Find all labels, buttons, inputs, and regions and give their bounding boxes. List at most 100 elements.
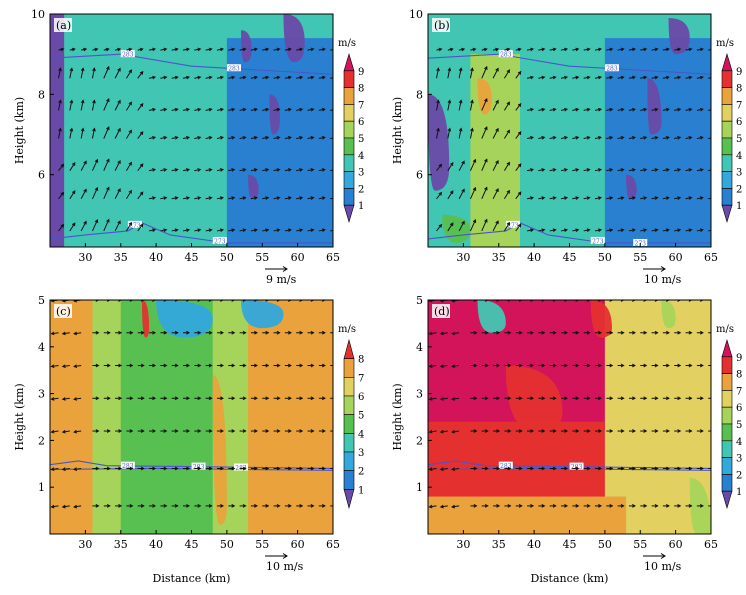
field-east-strip bbox=[248, 300, 333, 534]
contour-label-box bbox=[120, 461, 135, 469]
colorbar-swatch bbox=[343, 395, 355, 415]
field-patch bbox=[668, 18, 690, 55]
x-tick-label: 50 bbox=[220, 251, 234, 264]
field-patch bbox=[141, 300, 150, 338]
contour-label-box bbox=[569, 462, 584, 470]
contour-label: 283 bbox=[122, 52, 134, 59]
colorbar-swatch bbox=[721, 204, 733, 224]
reference-vector-head bbox=[282, 553, 288, 559]
x-axis-label: Distance (km) bbox=[531, 572, 609, 585]
x-tick-label: 40 bbox=[527, 538, 541, 551]
x-tick-label: 55 bbox=[255, 538, 269, 551]
colorbar-tick-label: 7 bbox=[736, 100, 742, 111]
colorbar-tick-label: 1 bbox=[736, 201, 742, 212]
field-patch bbox=[269, 94, 280, 135]
y-tick-label: 2 bbox=[38, 434, 45, 447]
y-tick-label: 3 bbox=[38, 388, 45, 401]
contour-label-box bbox=[212, 236, 227, 244]
contour-label: 283 bbox=[122, 463, 134, 470]
x-tick-label: 45 bbox=[185, 538, 199, 551]
colorbar-tick-label: 8 bbox=[358, 84, 364, 95]
x-tick-label: 65 bbox=[326, 538, 340, 551]
colorbar-swatch bbox=[343, 489, 355, 510]
y-tick-label: 1 bbox=[416, 481, 423, 494]
colorbar-tick-label: 4 bbox=[358, 429, 364, 440]
colorbar-swatch bbox=[343, 120, 355, 139]
colorbar-swatch bbox=[721, 338, 733, 358]
colorbar-swatch bbox=[721, 188, 733, 206]
colorbar-tick-label: 5 bbox=[736, 134, 742, 145]
colorbar-tick-label: 9 bbox=[358, 67, 364, 78]
colorbar-swatch bbox=[721, 406, 733, 425]
x-tick-label: 40 bbox=[149, 251, 163, 264]
field-central-wedge bbox=[120, 300, 213, 534]
colorbar-tick-label: 3 bbox=[736, 454, 742, 465]
field-patch bbox=[428, 94, 450, 191]
x-tick-label: 35 bbox=[114, 251, 128, 264]
field-patch bbox=[156, 300, 213, 338]
panel-tag-bg bbox=[432, 304, 450, 318]
plot-area: 283 283 283 bbox=[50, 300, 333, 534]
field-patch bbox=[477, 78, 492, 115]
colorbar-tick-label: 7 bbox=[736, 386, 742, 397]
field-patch bbox=[241, 300, 284, 329]
y-tick-label: 4 bbox=[38, 341, 45, 354]
colorbar-swatch bbox=[343, 70, 355, 88]
colorbar-tick-label: 3 bbox=[358, 168, 364, 179]
contour-label-box bbox=[234, 463, 249, 471]
colorbar-tick-label: 5 bbox=[358, 134, 364, 145]
colorbar-swatch bbox=[721, 70, 733, 88]
reference-vector-label: 10 m/s bbox=[266, 560, 304, 573]
reference-vector-head bbox=[660, 266, 666, 272]
contour-line bbox=[428, 460, 711, 470]
reference-vector-label: 10 m/s bbox=[644, 273, 682, 286]
y-tick-label: 5 bbox=[416, 294, 423, 307]
x-tick-label: 30 bbox=[456, 538, 470, 551]
plot-area: 283 283 273 273 bbox=[50, 14, 333, 247]
x-tick-label: 45 bbox=[563, 251, 577, 264]
panel-label: (c) bbox=[56, 305, 71, 318]
plot-area: 283 283 bbox=[428, 300, 711, 534]
y-tick-label: 5 bbox=[38, 294, 45, 307]
colorbar-tick-label: 5 bbox=[736, 420, 742, 431]
x-tick-label: 45 bbox=[563, 538, 577, 551]
panel-label: (a) bbox=[56, 19, 71, 32]
x-axis-label: Distance (km) bbox=[153, 572, 231, 585]
y-tick-label: 8 bbox=[38, 88, 45, 101]
contour-line bbox=[50, 222, 333, 244]
y-tick-label: 4 bbox=[416, 341, 423, 354]
colorbar-swatch bbox=[343, 154, 355, 172]
y-tick-label: 8 bbox=[416, 88, 423, 101]
x-tick-label: 55 bbox=[255, 251, 269, 264]
field-near-ground-band bbox=[428, 496, 627, 534]
colorbar-tick-label: 4 bbox=[736, 437, 742, 448]
x-tick-label: 30 bbox=[456, 251, 470, 264]
y-tick-label: 1 bbox=[38, 481, 45, 494]
field-patch bbox=[477, 300, 506, 333]
colorbar-tick-label: 1 bbox=[358, 485, 364, 496]
wind-vectors bbox=[57, 47, 333, 233]
contour-label-box bbox=[505, 220, 520, 228]
colorbar-swatch bbox=[721, 440, 733, 458]
x-tick-label: 50 bbox=[220, 538, 234, 551]
x-tick-label: 45 bbox=[185, 251, 199, 264]
x-tick-label: 35 bbox=[114, 538, 128, 551]
colorbar-tick-label: 3 bbox=[736, 168, 742, 179]
contour-label-box bbox=[604, 64, 619, 72]
colorbar-tick-label: 5 bbox=[358, 411, 364, 422]
colorbar-swatch bbox=[343, 137, 355, 156]
contour-line bbox=[50, 53, 333, 75]
colorbar-swatch bbox=[343, 52, 355, 72]
x-tick-label: 65 bbox=[704, 538, 718, 551]
colorbar-swatch bbox=[721, 120, 733, 139]
colorbar-swatch bbox=[721, 87, 733, 105]
wind-vectors bbox=[435, 47, 711, 233]
colorbar-title: m/s bbox=[338, 324, 356, 335]
contour-label: 273 bbox=[129, 222, 141, 229]
colorbar-swatch bbox=[721, 52, 733, 72]
colorbar: m/s 1 2 3 4 5 6 7 8 9 bbox=[716, 38, 742, 224]
colorbar-tick-label: 7 bbox=[358, 373, 364, 384]
reference-vector-head bbox=[282, 266, 288, 272]
colorbar-tick-label: 3 bbox=[358, 448, 364, 459]
